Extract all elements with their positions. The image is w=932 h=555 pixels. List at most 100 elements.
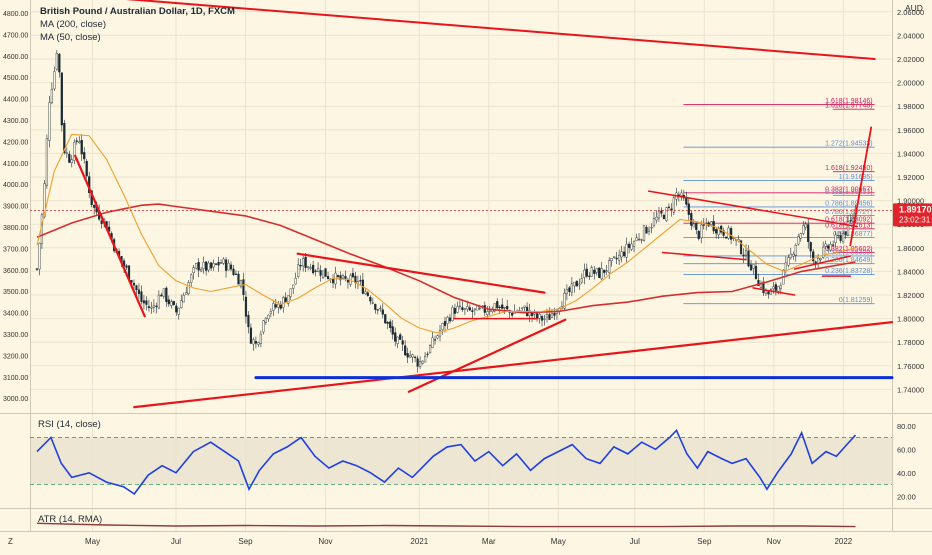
candle-body: [540, 316, 544, 321]
candle-body: [155, 305, 158, 307]
candle-body: [478, 307, 481, 310]
candle-body: [486, 311, 489, 315]
candle-body: [438, 330, 442, 337]
candle-body: [431, 337, 434, 348]
candle-body: [374, 304, 377, 310]
candle-body: [142, 300, 146, 304]
candle-body: [645, 227, 648, 234]
candle-body: [207, 262, 210, 271]
price-tick-label: 2.02000: [897, 55, 924, 64]
candle-body: [205, 261, 208, 271]
rsi-legend[interactable]: RSI (14, close): [38, 419, 101, 430]
price-tick-label: 2.06000: [897, 8, 924, 17]
currency-label: AUD: [905, 3, 923, 13]
left-tick-label: 3500.00: [3, 289, 28, 296]
candle-body: [849, 220, 852, 222]
candle-body: [78, 141, 81, 144]
candle-body: [426, 353, 429, 356]
trendline[interactable]: [793, 255, 852, 270]
candle-body: [344, 276, 347, 279]
trendline-drawings[interactable]: [65, 0, 894, 409]
left-tick-label: 4200.00: [3, 139, 28, 146]
candle-body: [172, 301, 175, 305]
rsi-line[interactable]: [36, 429, 857, 495]
candle-body: [167, 299, 170, 305]
candle-body: [282, 297, 285, 308]
candle-body: [80, 140, 83, 155]
trendline[interactable]: [65, 0, 876, 60]
ma50-line[interactable]: [36, 133, 856, 334]
candle-body: [548, 314, 551, 320]
trendline[interactable]: [74, 154, 146, 318]
trendline[interactable]: [296, 252, 546, 294]
candle-body: [501, 304, 504, 309]
candle-body: [366, 292, 369, 296]
candle-body: [650, 227, 653, 229]
right-price-axis[interactable]: 2.06000 2.04000 2.02000 2.00000 1.98000 1.960…: [897, 8, 924, 395]
candle-body: [841, 233, 845, 242]
candle-body: [448, 317, 452, 322]
candle-body: [326, 276, 330, 280]
candle-body: [550, 313, 554, 318]
candle-body: [466, 306, 469, 310]
trendline[interactable]: [133, 321, 894, 409]
candle-body: [321, 270, 325, 279]
grid-lines: [30, 0, 892, 531]
candle-body: [757, 280, 760, 286]
left-price-axis[interactable]: 4800.00 4700.00 4600.00 4500.00 4400.00 4300.…: [3, 11, 28, 403]
time-axis[interactable]: Z May Jul Sep Nov 2021 Mar May Jul Sep Nov 2022: [8, 537, 853, 546]
candle-body: [710, 221, 713, 225]
candle-body: [60, 72, 63, 126]
candle-body: [234, 273, 238, 275]
trendline[interactable]: [661, 251, 747, 261]
atr-line[interactable]: [36, 522, 856, 528]
candle-body: [389, 321, 392, 328]
candle-body: [595, 268, 598, 273]
ma50-legend[interactable]: MA (50, close): [40, 32, 101, 43]
candle-body: [252, 339, 255, 345]
candle-body: [157, 294, 160, 309]
time-tick-label: 2022: [834, 537, 852, 546]
candle-body: [376, 309, 379, 311]
candle-body: [779, 285, 782, 289]
candle-body: [807, 224, 810, 242]
ma200-legend[interactable]: MA (200, close): [40, 19, 106, 30]
candle-body: [700, 224, 703, 239]
price-tick-label: 1.82000: [897, 291, 924, 300]
trendline[interactable]: [407, 318, 567, 393]
trendline[interactable]: [752, 287, 796, 296]
candle-body: [670, 208, 673, 211]
trendline[interactable]: [647, 190, 858, 228]
atr-legend[interactable]: ATR (14, RMA): [38, 514, 102, 525]
candle-body: [396, 336, 399, 344]
candle-body: [401, 340, 404, 345]
candle-body: [846, 221, 850, 236]
price-tick-label: 1.86000: [897, 244, 924, 253]
candle-body: [590, 267, 593, 277]
candle-body: [137, 289, 141, 295]
candle-body: [570, 283, 573, 293]
candle-body: [722, 230, 725, 236]
ma200-line[interactable]: [36, 203, 856, 314]
candle-body: [660, 210, 663, 214]
rsi-tick-label: 80.00: [897, 422, 916, 431]
price-tick-label: 1.96000: [897, 126, 924, 135]
price-tick-label: 1.90000: [897, 197, 924, 206]
candle-body: [85, 161, 88, 177]
candle-body: [583, 269, 586, 278]
left-tick-label: 4300.00: [3, 118, 28, 125]
candle-body: [613, 256, 616, 258]
symbol-title[interactable]: British Pound / Australian Dollar, 1D, F…: [40, 6, 235, 17]
candle-body: [384, 314, 387, 324]
candle-body: [772, 286, 775, 290]
left-tick-label: 3100.00: [3, 375, 28, 382]
candle-body: [83, 152, 86, 160]
candle-body: [655, 216, 658, 221]
candle-body: [538, 313, 541, 319]
candle-body: [565, 289, 568, 294]
candle-body: [739, 240, 743, 255]
time-tick-label: 2021: [410, 537, 428, 546]
trendline[interactable]: [849, 126, 873, 247]
